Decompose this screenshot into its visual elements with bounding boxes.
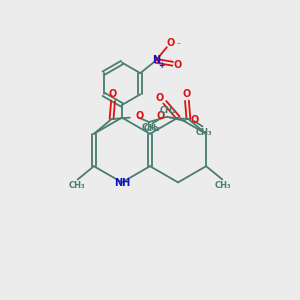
Text: N: N xyxy=(152,56,160,65)
Text: O: O xyxy=(156,93,164,103)
Text: +: + xyxy=(158,61,164,70)
Text: CH₃: CH₃ xyxy=(214,182,231,190)
Text: NH: NH xyxy=(114,178,131,188)
Text: CH₃: CH₃ xyxy=(144,124,160,133)
Text: CH₃: CH₃ xyxy=(69,182,86,190)
Text: O: O xyxy=(183,89,191,99)
Text: O: O xyxy=(135,111,143,121)
Text: O: O xyxy=(157,111,165,121)
Text: ⁻: ⁻ xyxy=(176,40,180,49)
Text: O: O xyxy=(191,115,199,125)
Text: O: O xyxy=(167,38,175,48)
Text: CH₂: CH₂ xyxy=(160,106,177,115)
Text: CH₂: CH₂ xyxy=(142,123,158,132)
Text: O: O xyxy=(109,89,117,99)
Text: CH₃: CH₃ xyxy=(195,128,212,137)
Text: O: O xyxy=(174,60,182,70)
